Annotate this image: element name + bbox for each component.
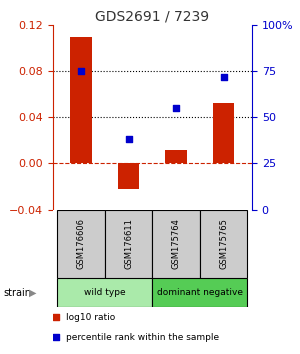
Point bbox=[174, 105, 178, 111]
Bar bbox=[118, 164, 139, 189]
Bar bbox=[165, 149, 187, 164]
Text: GSM175764: GSM175764 bbox=[172, 218, 181, 269]
Text: dominant negative: dominant negative bbox=[157, 288, 243, 297]
Bar bbox=[213, 103, 234, 164]
Bar bbox=[57, 210, 105, 278]
Bar bbox=[57, 278, 152, 307]
Bar bbox=[152, 278, 247, 307]
Title: GDS2691 / 7239: GDS2691 / 7239 bbox=[95, 10, 209, 24]
Text: GSM175765: GSM175765 bbox=[219, 218, 228, 269]
Point bbox=[79, 68, 83, 74]
Bar bbox=[200, 210, 247, 278]
Text: GSM176606: GSM176606 bbox=[76, 218, 85, 269]
Bar bbox=[105, 210, 152, 278]
Text: percentile rank within the sample: percentile rank within the sample bbox=[67, 332, 220, 342]
Text: wild type: wild type bbox=[84, 288, 126, 297]
Text: ▶: ▶ bbox=[28, 288, 36, 298]
Text: GSM176611: GSM176611 bbox=[124, 218, 133, 269]
Point bbox=[54, 314, 59, 320]
Text: log10 ratio: log10 ratio bbox=[67, 313, 116, 322]
Bar bbox=[152, 210, 200, 278]
Point bbox=[54, 334, 59, 340]
Text: strain: strain bbox=[3, 288, 31, 298]
Bar bbox=[70, 38, 92, 164]
Point bbox=[221, 74, 226, 79]
Point bbox=[126, 137, 131, 142]
